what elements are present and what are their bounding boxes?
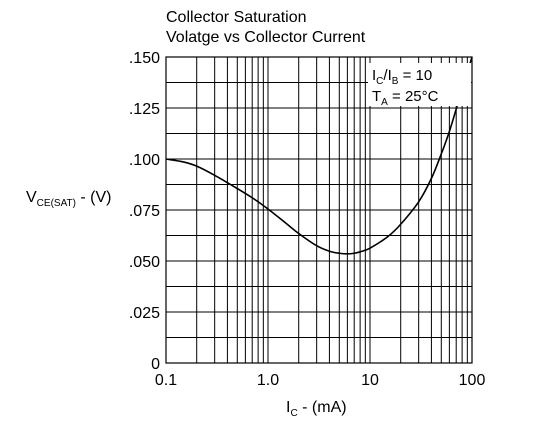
test-conditions-annotation: IC/IB = 10 TA = 25°C <box>368 63 471 108</box>
chart-title-line1: Collector Saturation <box>166 9 307 26</box>
y-tick-label: .100 <box>129 152 160 169</box>
grid-lines <box>166 57 472 363</box>
series-line-vce-sat <box>165 56 473 255</box>
x-tick-labels: 0.1 1.0 10 100 <box>155 372 486 389</box>
annotation-ta: TA = 25°C <box>372 88 439 108</box>
chart-title-line2: Volatge vs Collector Current <box>166 29 366 46</box>
y-tick-label: .150 <box>129 50 160 67</box>
y-axis-label: VCE(SAT) - (V) <box>26 189 111 209</box>
plot-frame <box>165 56 473 364</box>
x-tick-label: 0.1 <box>155 372 177 389</box>
annotation-background <box>368 63 471 106</box>
y-tick-label: .025 <box>129 305 160 322</box>
y-tick-label: .050 <box>129 254 160 271</box>
y-tick-label: 0 <box>151 356 160 373</box>
x-axis-label: IC - (mA) <box>286 399 347 419</box>
y-tick-label: .075 <box>129 203 160 220</box>
y-tick-labels: 0 .025 .050 .075 .100 .125 .150 <box>129 50 160 373</box>
x-tick-label: 10 <box>361 372 379 389</box>
x-tick-label: 100 <box>459 372 486 389</box>
annotation-ic-ib: IC/IB = 10 <box>372 67 432 87</box>
x-tick-label: 1.0 <box>257 372 279 389</box>
y-tick-label: .125 <box>129 101 160 118</box>
